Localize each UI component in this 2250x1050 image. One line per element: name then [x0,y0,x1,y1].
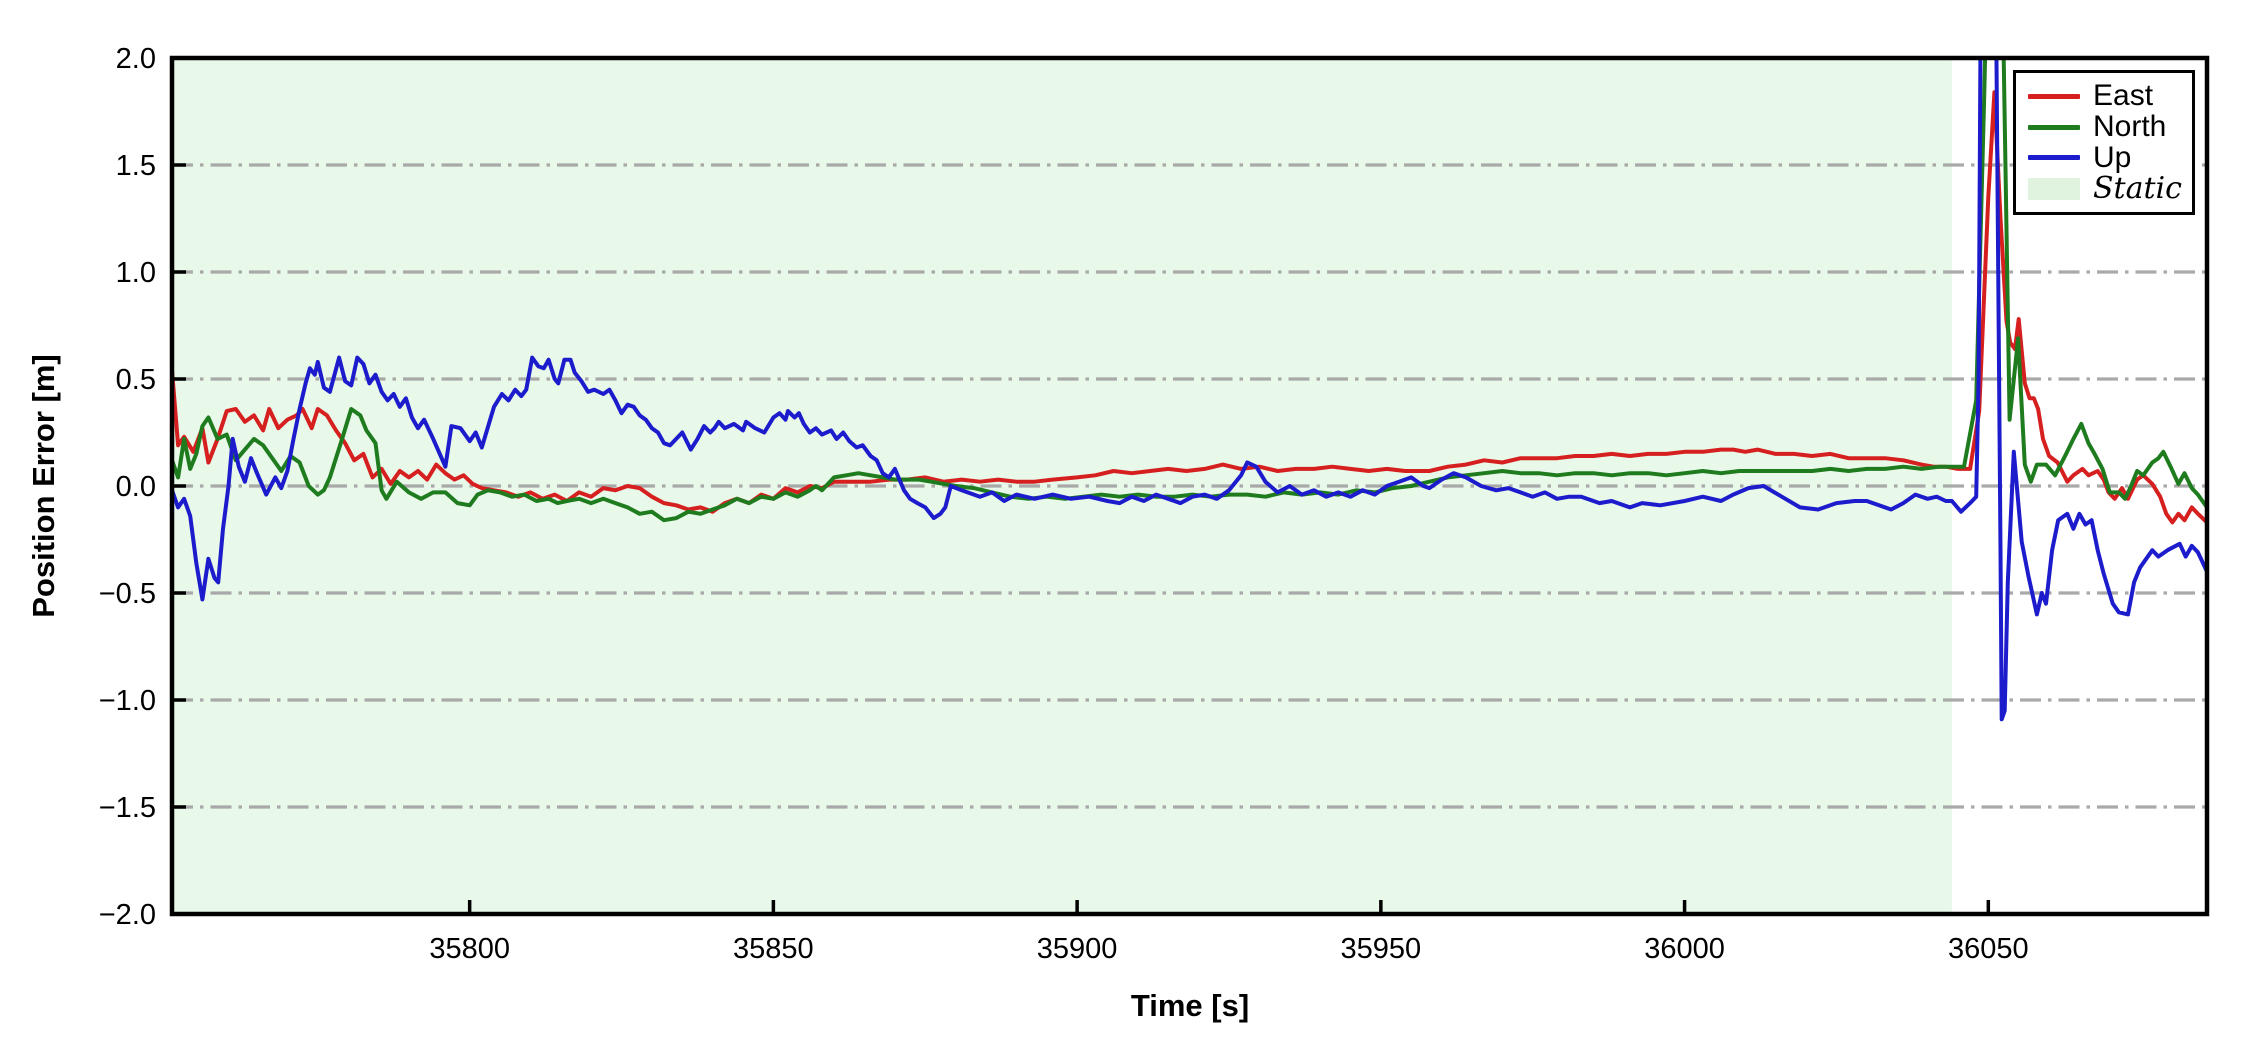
y-tick-label: 1.0 [116,257,156,289]
legend-label: North [2093,110,2167,144]
legend-label: Up [2093,140,2132,174]
y-tick-label: −0.5 [99,578,156,610]
legend-item-north: North [2028,112,2182,143]
y-tick-label: −1.0 [99,685,156,717]
legend-line-swatch [2028,155,2080,161]
x-axis-label: Time [s] [1130,988,1250,1023]
y-tick-label: 2.0 [116,43,156,75]
legend-label: Static [2093,170,2182,206]
legend-item-up: Up [2028,140,2182,174]
legend-item-east: East [2028,81,2182,112]
y-tick-label: −2.0 [99,899,156,931]
legend-patch-swatch [2028,177,2080,200]
legend-label: East [2093,79,2154,113]
legend-item-static: Static [2028,173,2182,204]
x-tick-label: 35950 [1341,933,1422,965]
x-tick-label: 35800 [429,933,510,965]
x-tick-label: 36050 [1948,933,2029,965]
legend-line-swatch [2028,93,2080,99]
y-axis-label: Position Error [m] [26,354,61,618]
series-east-line [172,90,2207,525]
legend: East North Up Static [2013,70,2195,215]
x-tick-label: 36000 [1644,933,1725,965]
x-tick-label: 35850 [733,933,814,965]
y-tick-label: −1.5 [99,792,156,824]
legend-line-swatch [2028,124,2080,130]
x-tick-label: 35900 [1037,933,1118,965]
series-up-line [172,58,2207,722]
y-tick-label: 0.5 [116,364,156,396]
y-tick-label: 0.0 [116,471,156,503]
y-tick-label: 1.5 [116,150,156,182]
